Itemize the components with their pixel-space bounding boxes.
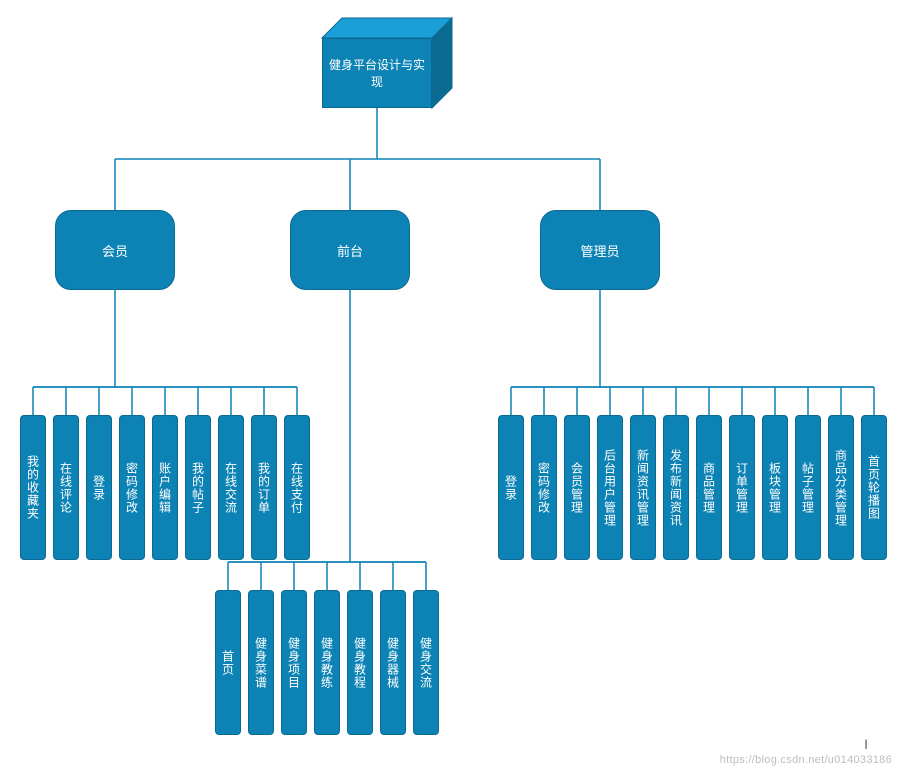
leaf-node: 健身教练 <box>314 590 340 735</box>
leaf-node: 我的帖子 <box>185 415 211 560</box>
leaf-node: 健身菜谱 <box>248 590 274 735</box>
branch-node-member: 会员 <box>55 210 175 290</box>
leaf-node: 密码修改 <box>531 415 557 560</box>
leaf-node: 我的收藏夹 <box>20 415 46 560</box>
root-label: 健身平台设计与实现 <box>322 38 432 108</box>
watermark-text: https://blog.csdn.net/u014033186 <box>720 754 892 766</box>
leaf-node: 在线支付 <box>284 415 310 560</box>
leaf-node: 后台用户管理 <box>597 415 623 560</box>
leaf-node: 健身项目 <box>281 590 307 735</box>
leaf-node: 新闻资讯管理 <box>630 415 656 560</box>
leaf-node: 首页 <box>215 590 241 735</box>
leaf-node: 发布新闻资讯 <box>663 415 689 560</box>
leaf-node: 我的订单 <box>251 415 277 560</box>
leaf-node: 板块管理 <box>762 415 788 560</box>
leaf-node: 订单管理 <box>729 415 755 560</box>
leaf-node: 商品分类管理 <box>828 415 854 560</box>
leaf-node: 首页轮播图 <box>861 415 887 560</box>
text-cursor-glyph: I <box>864 736 868 752</box>
leaf-node: 会员管理 <box>564 415 590 560</box>
leaf-node: 在线交流 <box>218 415 244 560</box>
leaf-node: 健身器械 <box>380 590 406 735</box>
leaf-node: 在线评论 <box>53 415 79 560</box>
leaf-node: 帖子管理 <box>795 415 821 560</box>
root-node: 健身平台设计与实现 <box>322 18 452 108</box>
branch-node-admin: 管理员 <box>540 210 660 290</box>
leaf-node: 商品管理 <box>696 415 722 560</box>
leaf-node: 登录 <box>86 415 112 560</box>
leaf-node: 健身交流 <box>413 590 439 735</box>
leaf-node: 账户编辑 <box>152 415 178 560</box>
leaf-node: 健身教程 <box>347 590 373 735</box>
leaf-node: 登录 <box>498 415 524 560</box>
leaf-node: 密码修改 <box>119 415 145 560</box>
branch-node-front: 前台 <box>290 210 410 290</box>
